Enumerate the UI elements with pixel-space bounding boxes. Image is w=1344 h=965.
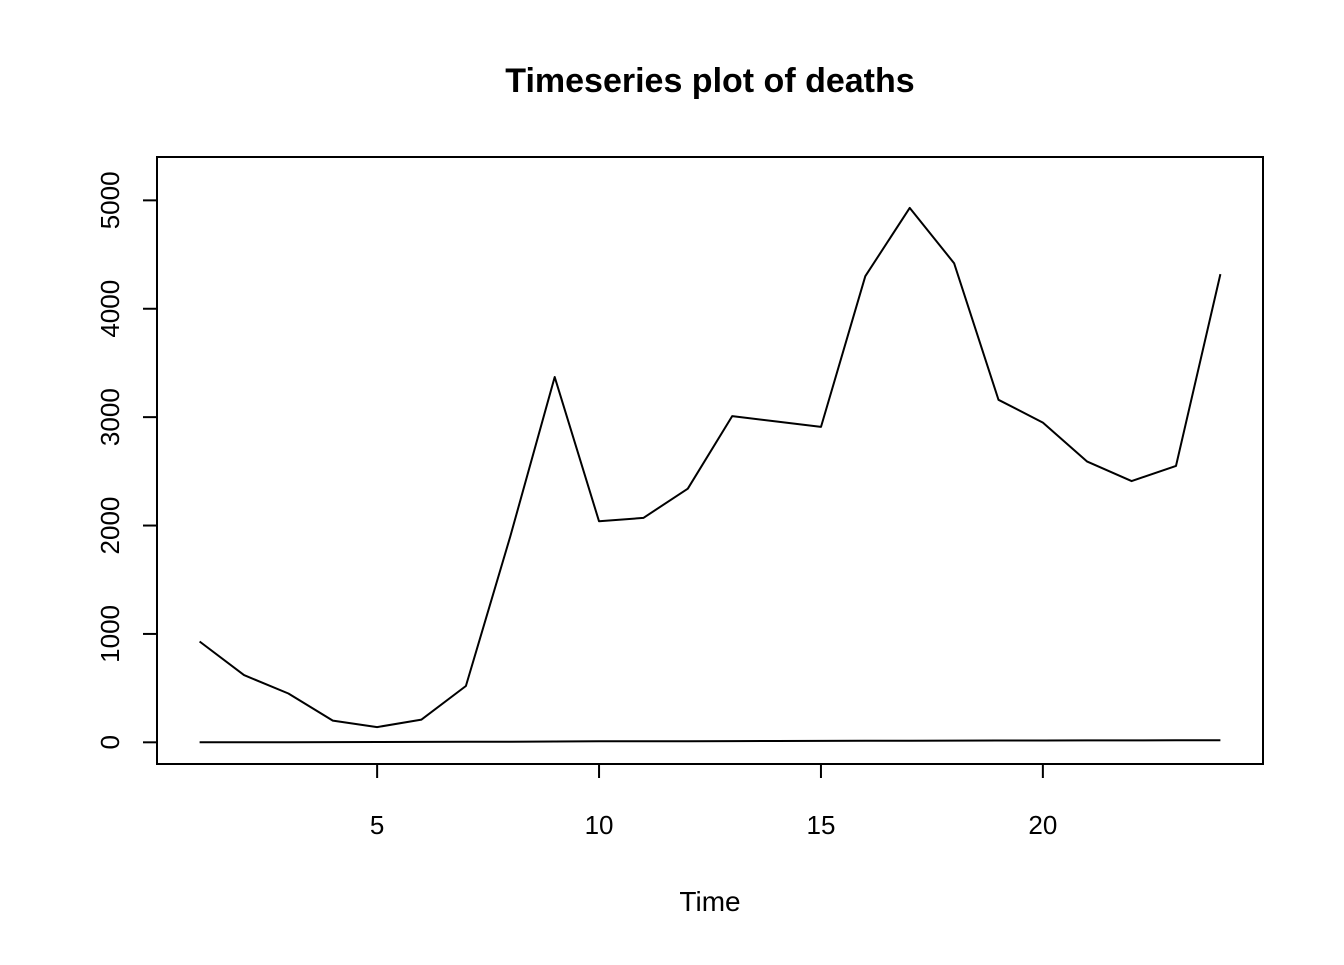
series-line-1 (198, 206, 1222, 729)
y-tick-label: 4000 (95, 280, 125, 338)
x-tick-label: 15 (806, 810, 835, 840)
x-axis: 5 10 15 20 (370, 763, 1057, 840)
y-tick-label: 2000 (95, 497, 125, 555)
plot-frame (156, 156, 1264, 765)
x-axis-label: Time (679, 886, 740, 917)
x-tick-label: 20 (1028, 810, 1057, 840)
y-tick-label: 1000 (95, 605, 125, 663)
y-tick-label: 0 (95, 735, 125, 749)
x-tick-label: 5 (370, 810, 384, 840)
y-tick-label: 5000 (95, 171, 125, 229)
series-line-2 (199, 739, 1221, 744)
y-tick-label: 3000 (95, 388, 125, 446)
series-layer (198, 206, 1222, 744)
y-axis: 0 1000 2000 3000 4000 5000 (95, 171, 158, 750)
x-tick-label: 10 (585, 810, 614, 840)
chart-title: Timeseries plot of deaths (505, 62, 914, 100)
